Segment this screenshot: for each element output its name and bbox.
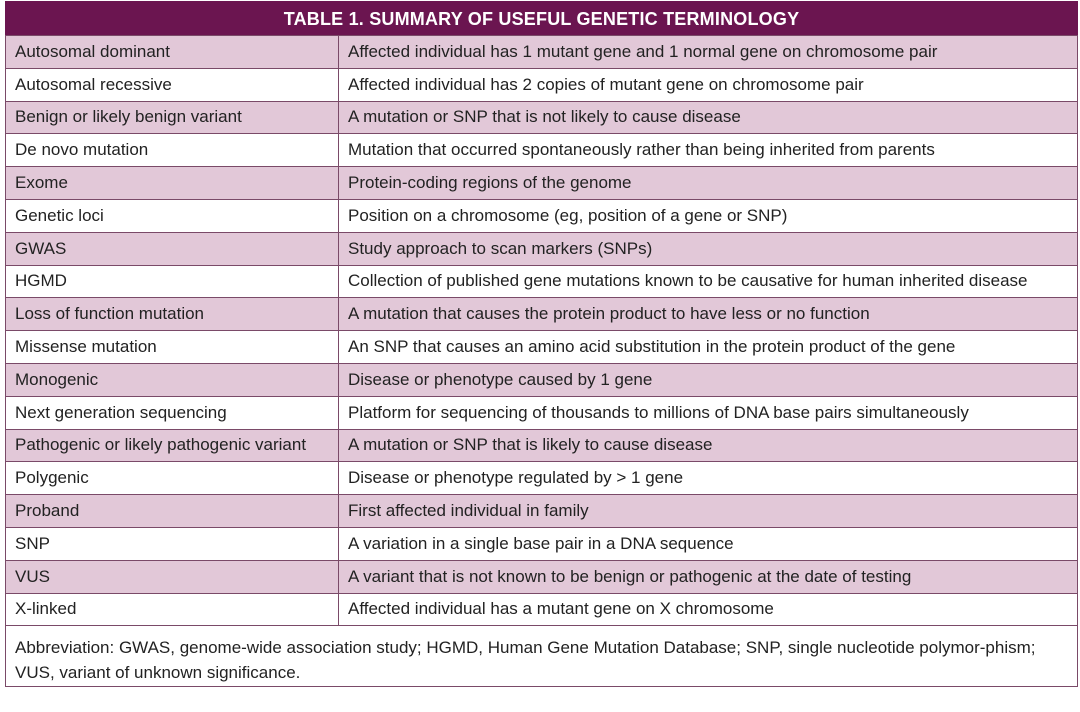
- term-cell: De novo mutation: [5, 133, 339, 168]
- table-row: De novo mutation Mutation that occurred s…: [5, 133, 1078, 168]
- term-cell: Proband: [5, 494, 339, 528]
- term-cell: Autosomal dominant: [5, 35, 339, 69]
- definition-cell: Mutation that occurred spontaneously rat…: [338, 133, 1078, 168]
- definition-cell: Disease or phenotype caused by 1 gene: [338, 362, 1078, 397]
- definition-cell: Position on a chromosome (eg, position o…: [338, 198, 1078, 233]
- terminology-table: Autosomal dominant Affected individual ha…: [5, 35, 1078, 627]
- term-cell: Benign or likely benign variant: [5, 100, 339, 135]
- table-row: Polygenic Disease or phenotype regulated …: [5, 461, 1078, 496]
- definition-cell: Disease or phenotype regulated by > 1 ge…: [338, 461, 1078, 496]
- definition-cell: A mutation that causes the protein produ…: [338, 297, 1078, 332]
- definition-cell: A mutation or SNP that is not likely to …: [338, 100, 1078, 135]
- term-cell: Autosomal recessive: [5, 67, 339, 102]
- table-row: Exome Protein-coding regions of the genom…: [5, 166, 1078, 200]
- definition-cell: Affected individual has 1 mutant gene an…: [338, 35, 1078, 69]
- table-row: X-linked Affected individual has a mutant…: [5, 592, 1078, 627]
- term-cell: VUS: [5, 559, 339, 594]
- table-row: Missense mutation An SNP that causes an a…: [5, 330, 1078, 364]
- term-cell: Genetic loci: [5, 198, 339, 233]
- table-card: TABLE 1. SUMMARY OF USEFUL GENETIC TERMI…: [5, 1, 1078, 688]
- table-row: Loss of function mutation A mutation that…: [5, 297, 1078, 332]
- definition-cell: An SNP that causes an amino acid substit…: [338, 330, 1078, 364]
- term-cell: X-linked: [5, 592, 339, 627]
- table-row: Autosomal recessive Affected individual h…: [5, 67, 1078, 102]
- definition-cell: Platform for sequencing of thousands to …: [338, 395, 1078, 430]
- term-cell: SNP: [5, 526, 339, 561]
- definition-cell: A variation in a single base pair in a D…: [338, 526, 1078, 561]
- definition-cell: Affected individual has a mutant gene on…: [338, 592, 1078, 627]
- definition-cell: A variant that is not known to be benign…: [338, 559, 1078, 594]
- term-cell: Pathogenic or likely pathogenic variant: [5, 428, 339, 463]
- table-row: GWAS Study approach to scan markers (SNPs…: [5, 231, 1078, 266]
- table-row: VUS A variant that is not known to be ben…: [5, 559, 1078, 594]
- table-row: SNP A variation in a single base pair in …: [5, 526, 1078, 561]
- table-title: TABLE 1. SUMMARY OF USEFUL GENETIC TERMI…: [5, 1, 1078, 35]
- footnote: Abbreviation: GWAS, genome-wide associat…: [5, 626, 1078, 688]
- table-row: Next generation sequencing Platform for s…: [5, 395, 1078, 430]
- definition-cell: First affected individual in family: [338, 494, 1078, 528]
- table-row: Benign or likely benign variant A mutatio…: [5, 100, 1078, 135]
- table-row: Proband First affected individual in fami…: [5, 494, 1078, 528]
- definition-cell: Affected individual has 2 copies of muta…: [338, 67, 1078, 102]
- table-row: HGMD Collection of published gene mutatio…: [5, 264, 1078, 299]
- table-row: Monogenic Disease or phenotype caused by …: [5, 362, 1078, 397]
- definition-cell: Collection of published gene mutations k…: [338, 264, 1078, 299]
- definition-cell: Protein-coding regions of the genome: [338, 166, 1078, 200]
- table-row: Genetic loci Position on a chromosome (eg…: [5, 198, 1078, 233]
- term-cell: Exome: [5, 166, 339, 200]
- table-row: Autosomal dominant Affected individual ha…: [5, 35, 1078, 69]
- term-cell: Loss of function mutation: [5, 297, 339, 332]
- table-row: Pathogenic or likely pathogenic variant A…: [5, 428, 1078, 463]
- term-cell: Missense mutation: [5, 330, 339, 364]
- term-cell: Next generation sequencing: [5, 395, 339, 430]
- term-cell: HGMD: [5, 264, 339, 299]
- definition-cell: Study approach to scan markers (SNPs): [338, 231, 1078, 266]
- term-cell: Polygenic: [5, 461, 339, 496]
- definition-cell: A mutation or SNP that is likely to caus…: [338, 428, 1078, 463]
- term-cell: Monogenic: [5, 362, 339, 397]
- term-cell: GWAS: [5, 231, 339, 266]
